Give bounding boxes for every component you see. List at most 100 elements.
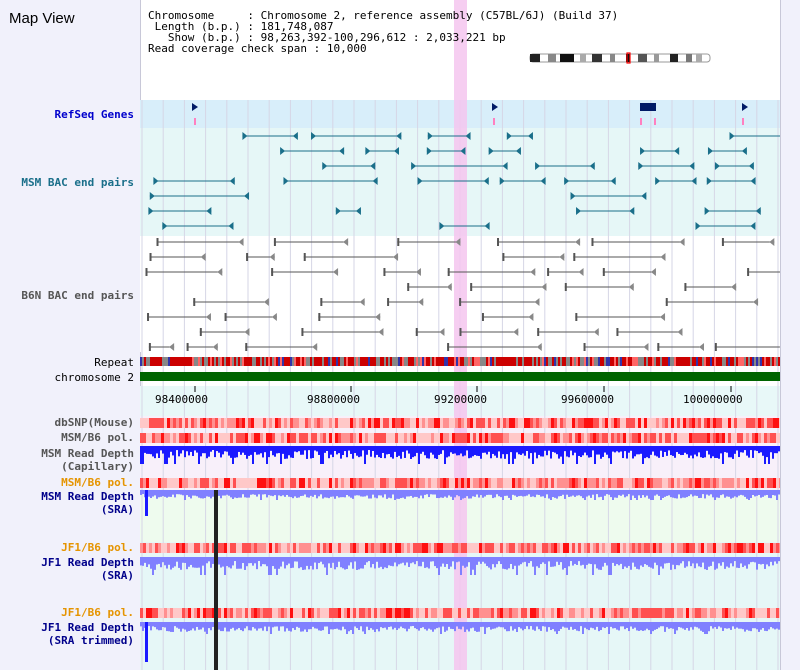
read-depth-bar — [248, 490, 250, 498]
read-depth-bar — [430, 446, 432, 453]
read-depth-bar — [608, 446, 610, 459]
polymorphism-cell — [644, 543, 647, 553]
read-depth-bar — [482, 490, 484, 498]
read-depth-bar — [760, 446, 762, 453]
track-label-jf1-read-sra[interactable]: JF1 Read Depth — [41, 556, 134, 569]
polymorphism-cell — [146, 478, 149, 488]
read-depth-bar — [520, 446, 522, 455]
polymorphism-cell — [569, 418, 572, 428]
read-depth-bar — [562, 490, 564, 495]
polymorphism-cell — [311, 433, 314, 443]
tracks-canvas[interactable] — [140, 0, 780, 670]
read-depth-bar — [672, 557, 674, 565]
read-depth-bar — [322, 622, 324, 631]
read-depth-bar — [704, 490, 706, 499]
read-depth-bar — [520, 490, 522, 496]
repeat-segment — [274, 357, 276, 366]
track-label-msm-read-cap[interactable]: MSM Read Depth — [41, 447, 134, 460]
track-label-msm-read-sra[interactable]: MSM Read Depth — [41, 490, 134, 503]
read-depth-bar — [584, 622, 586, 628]
read-depth-bar — [626, 446, 628, 459]
polymorphism-cell — [482, 418, 485, 428]
read-depth-bar — [554, 622, 556, 632]
read-depth-bar — [690, 622, 692, 628]
read-depth-bar — [758, 557, 760, 564]
track-label-jf1-pol-1[interactable]: JF1/B6 pol. — [61, 541, 134, 554]
read-depth-bar — [774, 557, 776, 562]
polymorphism-cell — [422, 608, 425, 618]
ideogram-band — [580, 54, 586, 62]
track-label-jf1-pol-2[interactable]: JF1/B6 pol. — [61, 606, 134, 619]
read-depth-bar — [224, 446, 226, 452]
gene-block — [640, 103, 656, 111]
track-label-chromosome[interactable]: chromosome 2 — [54, 371, 134, 384]
read-depth-bar — [680, 490, 682, 499]
bac-end-cap — [156, 238, 159, 246]
read-depth-bar — [242, 557, 244, 564]
read-depth-bar — [416, 490, 418, 497]
polymorphism-cell — [272, 433, 275, 443]
polymorphism-cell — [224, 543, 227, 553]
read-depth-bar — [596, 490, 598, 495]
read-depth-bar — [680, 446, 682, 456]
read-depth-bar — [654, 557, 656, 563]
repeat-segment — [596, 357, 598, 366]
read-depth-bar — [454, 490, 456, 498]
bac-end-arrow-icon — [439, 222, 445, 230]
read-depth-bar — [736, 622, 738, 628]
polymorphism-cell — [659, 418, 662, 428]
repeat-segment — [722, 357, 724, 366]
repeat-segment — [608, 357, 610, 366]
polymorphism-cell — [182, 608, 185, 618]
read-depth-bar — [746, 557, 748, 569]
repeat-segment — [748, 357, 750, 366]
polymorphism-cell — [449, 433, 452, 443]
track-label-repeat[interactable]: Repeat — [94, 356, 134, 369]
track-label-dbsnp[interactable]: dbSNP(Mouse) — [54, 416, 134, 429]
read-depth-bar — [428, 490, 430, 498]
polymorphism-cell — [476, 478, 479, 488]
repeat-segment — [678, 357, 680, 366]
polymorphism-cell — [719, 608, 722, 618]
read-depth-bar — [426, 557, 428, 568]
track-area[interactable] — [140, 0, 780, 670]
polymorphism-cell — [245, 543, 248, 553]
read-depth-bar — [512, 490, 514, 495]
track-label-msm-b6-pol-2[interactable]: MSM/B6 pol. — [61, 476, 134, 489]
polymorphism-cell — [650, 433, 653, 443]
polymorphism-cell — [539, 433, 542, 443]
track-label-refseq[interactable]: RefSeq Genes — [54, 108, 134, 121]
axis-tick-label: 98400000 — [155, 393, 208, 406]
polymorphism-cell — [461, 433, 464, 443]
polymorphism-cell — [536, 543, 539, 553]
polymorphism-cell — [212, 478, 215, 488]
bac-end-arrow-icon — [427, 132, 433, 140]
repeat-segment — [380, 357, 382, 366]
track-label-b6n-bac[interactable]: B6N BAC end pairs — [21, 289, 134, 302]
track-label-msm-bac[interactable]: MSM BAC end pairs — [21, 176, 134, 189]
repeat-segment — [534, 357, 536, 366]
track-label-jf1-read-trim[interactable]: JF1 Read Depth — [41, 621, 134, 634]
polymorphism-cell — [467, 543, 470, 553]
polymorphism-cell — [446, 608, 449, 618]
read-depth-bar — [462, 622, 464, 627]
polymorphism-cell — [290, 543, 293, 553]
polymorphism-cell — [683, 608, 686, 618]
bac-end-arrow-icon — [610, 177, 616, 185]
bac-end-arrow-icon — [446, 283, 452, 291]
read-depth-bar — [150, 622, 152, 631]
bac-end-cap — [245, 343, 248, 351]
repeat-segment — [278, 357, 280, 366]
track-label-msm-b6-pol[interactable]: MSM/B6 pol. — [61, 431, 134, 444]
read-depth-bar — [288, 557, 290, 564]
polymorphism-cell — [308, 608, 311, 618]
read-depth-bar — [452, 622, 454, 630]
polymorphism-cell — [698, 433, 701, 443]
repeat-segment — [168, 357, 170, 366]
read-depth-bar — [676, 490, 678, 499]
read-depth-bar — [494, 557, 496, 568]
polymorphism-cell — [554, 608, 557, 618]
repeat-segment — [174, 357, 176, 366]
repeat-segment — [574, 357, 576, 366]
repeat-segment — [540, 357, 542, 366]
